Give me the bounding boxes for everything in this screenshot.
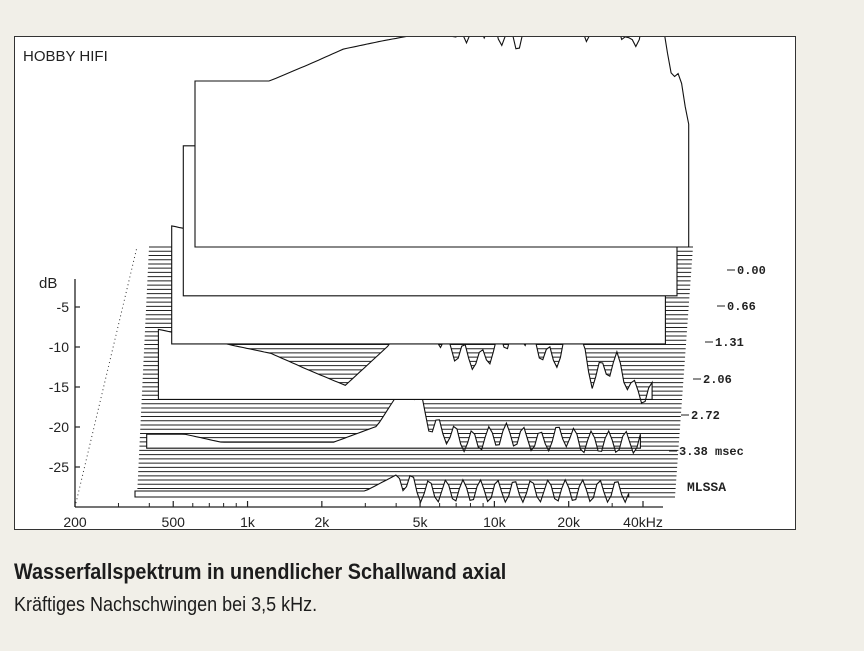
waterfall-chart: HOBBY HIFI dB -5 -10 -15 -20 -25 200 500 1k 2k 5… [14,36,796,530]
x-tick-label: 200 [63,514,87,530]
y-tick-label: -25 [49,459,69,475]
y-tick-label: -15 [49,379,69,395]
y-tick-label: -10 [49,339,69,355]
time-label: 1.31 [715,336,744,350]
y-axis-label: dB [39,275,57,292]
y-tick-label: -5 [57,299,70,315]
x-tick-label: 5k [413,514,429,530]
time-label: 2.72 [691,409,720,423]
x-tick-label: 10k [483,514,507,530]
caption-title: Wasserfallspektrum in unendlicher Schall… [14,559,507,584]
analyzer-label: MLSSA [687,480,726,495]
y-tick-label: -20 [49,419,69,435]
depth-edge [74,246,138,508]
waterfall-slices [134,37,693,504]
x-tick-label: 20k [557,514,581,530]
time-labels: 0.00 0.66 1.31 2.06 2.72 3.38 msec [679,264,766,459]
chart-axes [74,246,735,508]
x-tick-label: 2k [314,514,330,530]
x-tick-labels: 200 500 1k 2k 5k 10k 20k 40kHz [63,514,663,530]
time-label: 3.38 msec [679,445,744,459]
x-tick-label: 40kHz [623,514,663,530]
slice-3-38-ms [134,474,630,504]
y-tick-labels: -5 -10 -15 -20 -25 [49,299,69,475]
x-tick-label: 500 [162,514,186,530]
time-label: 0.00 [737,264,766,278]
x-tick-label: 1k [240,514,256,530]
time-label: 2.06 [703,373,732,387]
chart-canvas: HOBBY HIFI dB -5 -10 -15 -20 -25 200 500 1k 2k 5… [23,37,766,530]
caption-subtitle: Kräftiges Nachschwingen bei 3,5 kHz. [14,594,318,616]
time-label: 0.66 [727,300,756,314]
chart-title: HOBBY HIFI [23,48,108,65]
slice-0-ms [194,37,690,248]
